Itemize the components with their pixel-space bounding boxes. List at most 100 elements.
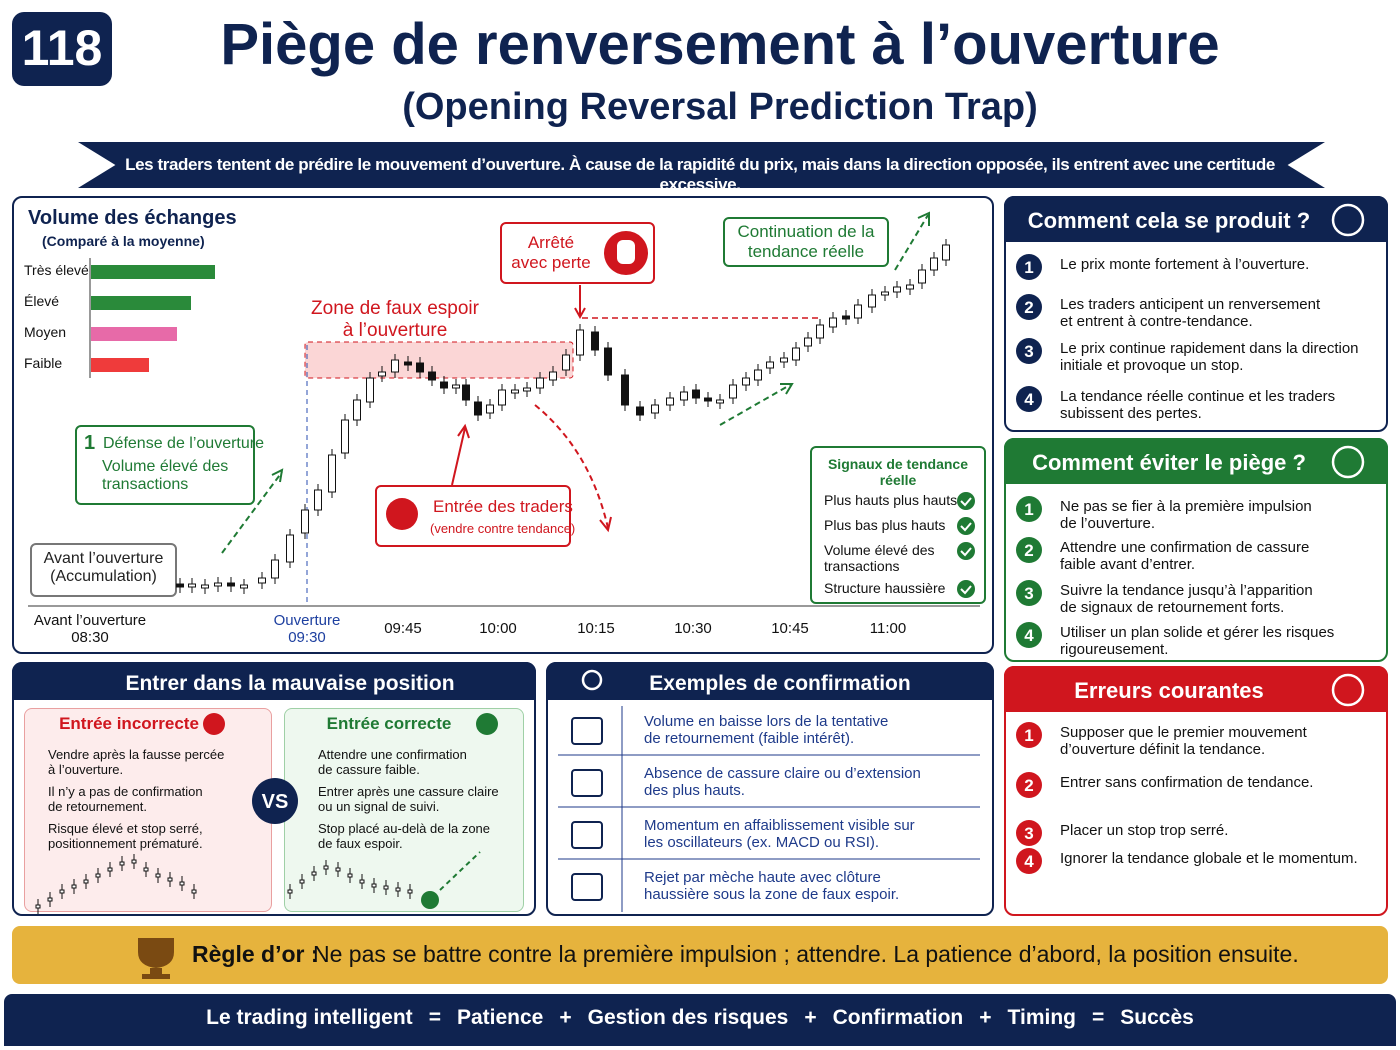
step-text: Ignorer la tendance globale et le moment… bbox=[1060, 850, 1358, 867]
step-text: Le prix monte fortement à l’ouverture. bbox=[1060, 256, 1310, 273]
step-text: Le prix continue rapidement dans la dire… bbox=[1060, 340, 1359, 375]
footer-item: Succès bbox=[1120, 1006, 1194, 1029]
incorrect-item: Vendre après la fausse percée à l’ouvert… bbox=[48, 747, 225, 777]
examples-header bbox=[546, 662, 994, 700]
vs-circle bbox=[252, 778, 298, 824]
step-badge bbox=[1016, 772, 1042, 798]
continuation-box bbox=[723, 217, 889, 267]
examples-title: Exemples de confirmation bbox=[649, 672, 911, 695]
time-label: Avant l’ouverture 08:30 bbox=[33, 612, 147, 647]
defense-number: 1 bbox=[84, 432, 96, 454]
correct-item: Entrer après une cassure claire ou un si… bbox=[318, 784, 499, 814]
footer-item: Confirmation bbox=[832, 1006, 964, 1029]
example-item: Momentum en affaiblissement visible sur … bbox=[644, 817, 915, 852]
time-label: 10:00 bbox=[479, 620, 517, 637]
step-text: Utiliser un plan solide et gérer les ris… bbox=[1060, 624, 1335, 659]
footer-item: + bbox=[559, 1006, 572, 1029]
step-text: Placer un stop trop serré. bbox=[1060, 822, 1229, 839]
volume-subtitle: (Comparé à la moyenne) bbox=[42, 233, 205, 249]
banner bbox=[78, 142, 1325, 188]
title: Piège de renversement à l’ouverture bbox=[220, 12, 1220, 77]
volume-level: Très élevé bbox=[24, 262, 89, 278]
step-number: 3 bbox=[1024, 584, 1034, 603]
avoid-header bbox=[1004, 438, 1388, 484]
pre-open-box bbox=[30, 543, 177, 597]
incorrect-title: Entrée incorrecte bbox=[59, 714, 199, 733]
step-badge bbox=[1016, 722, 1042, 748]
entry-title: Entrée des traders bbox=[433, 497, 573, 516]
time-label: 09:45 bbox=[384, 620, 422, 637]
time-label: 10:15 bbox=[577, 620, 615, 637]
step-badge bbox=[1016, 496, 1042, 522]
avoid-title: Comment éviter le piège ? bbox=[1032, 450, 1306, 475]
incorrect-item: Risque élevé et stop serré, positionneme… bbox=[48, 821, 203, 851]
footer-item: + bbox=[804, 1006, 817, 1029]
step-number: 2 bbox=[1024, 776, 1034, 795]
golden-rule-text: Ne pas se battre contre la première impu… bbox=[313, 941, 1299, 967]
subtitle: (Opening Reversal Prediction Trap) bbox=[402, 86, 1038, 128]
step-number: 4 bbox=[1024, 852, 1034, 871]
footer-item: Timing bbox=[1007, 1006, 1076, 1029]
number-badge bbox=[12, 12, 112, 86]
step-number: 2 bbox=[1024, 541, 1034, 560]
volume-level: Élevé bbox=[24, 293, 60, 309]
errors-header bbox=[1004, 666, 1388, 712]
volume-level: Moyen bbox=[24, 324, 67, 340]
step-number: 1 bbox=[1024, 500, 1034, 519]
footer-item: Le trading intelligent bbox=[206, 1006, 413, 1029]
step-text: Supposer que le premier mouvement d’ouve… bbox=[1060, 724, 1307, 759]
step-badge bbox=[1016, 622, 1042, 648]
golden-rule-bar bbox=[12, 926, 1388, 984]
how-header bbox=[1004, 196, 1388, 242]
footer-item: + bbox=[979, 1006, 992, 1029]
entry-detail: (vendre contre tendance) bbox=[430, 521, 576, 536]
golden-rule-label: Règle d’or : bbox=[192, 941, 319, 967]
pre-open-label: Avant l’ouverture (Accumulation) bbox=[43, 550, 164, 586]
vs: VS bbox=[261, 791, 289, 813]
volume-level: Faible bbox=[24, 355, 63, 371]
step-text: Ne pas se fier à la première impulsion d… bbox=[1060, 498, 1312, 533]
defense-title: Défense de l’ouverture bbox=[103, 435, 264, 452]
example-item: Absence de cassure claire ou d’extension… bbox=[644, 765, 921, 800]
examples-panel bbox=[546, 662, 994, 916]
number: 118 bbox=[21, 20, 103, 76]
step-badge bbox=[1016, 254, 1042, 280]
signal-item: Plus hauts plus hauts bbox=[824, 492, 958, 508]
example-item: Volume en baisse lors de la tentative de… bbox=[644, 713, 889, 748]
footer: Le trading intelligent = Patience + Gestion … bbox=[4, 1006, 1396, 1030]
footer-item: Patience bbox=[456, 1006, 544, 1029]
step-text: La tendance réelle continue et les trade… bbox=[1060, 388, 1336, 423]
step-badge bbox=[1016, 338, 1042, 364]
wrong-header bbox=[12, 662, 536, 700]
step-text: Les traders anticipent un renversement e… bbox=[1060, 296, 1321, 331]
incorrect-item: Il n’y a pas de confirmation de retourne… bbox=[48, 784, 203, 814]
signal-item: Volume élevé des transactions bbox=[824, 542, 935, 575]
step-text: Entrer sans confirmation de tendance. bbox=[1060, 774, 1314, 791]
step-badge bbox=[1016, 537, 1042, 563]
incorrect-box bbox=[24, 708, 272, 912]
wrong-title: Entrer dans la mauvaise position bbox=[125, 672, 455, 695]
step-text: Suivre la tendance jusqu’à l’apparition … bbox=[1060, 582, 1313, 617]
correct-item: Stop placé au-delà de la zone de faux es… bbox=[318, 821, 491, 851]
footer-item: = bbox=[1091, 1006, 1105, 1029]
step-number: 1 bbox=[1024, 258, 1034, 277]
step-badge bbox=[1016, 580, 1042, 606]
step-number: 3 bbox=[1024, 342, 1034, 361]
fake-zone-label: Zone de faux espoir à l’ouverture bbox=[311, 298, 479, 341]
continuation-label: Continuation de la tendance réelle bbox=[737, 222, 875, 261]
step-number: 4 bbox=[1024, 626, 1034, 645]
time-label: 11:00 bbox=[869, 620, 907, 637]
step-badge bbox=[1016, 820, 1042, 846]
footer-bar bbox=[4, 994, 1396, 1046]
example-item: Rejet par mèche haute avec clôture hauss… bbox=[644, 869, 900, 904]
step-number: 2 bbox=[1024, 298, 1034, 317]
correct-item: Attendre une confirmation de cassure fai… bbox=[318, 747, 467, 777]
step-badge bbox=[1016, 386, 1042, 412]
signals-box bbox=[810, 446, 986, 604]
time-label: 10:45 bbox=[771, 620, 809, 637]
banner-text: Les traders tentent de prédire le mouvem… bbox=[125, 155, 1275, 194]
signals-title: Signaux de tendance réelle bbox=[827, 456, 969, 489]
errors-title: Erreurs courantes bbox=[1074, 678, 1264, 703]
correct-title: Entrée correcte bbox=[326, 714, 452, 733]
